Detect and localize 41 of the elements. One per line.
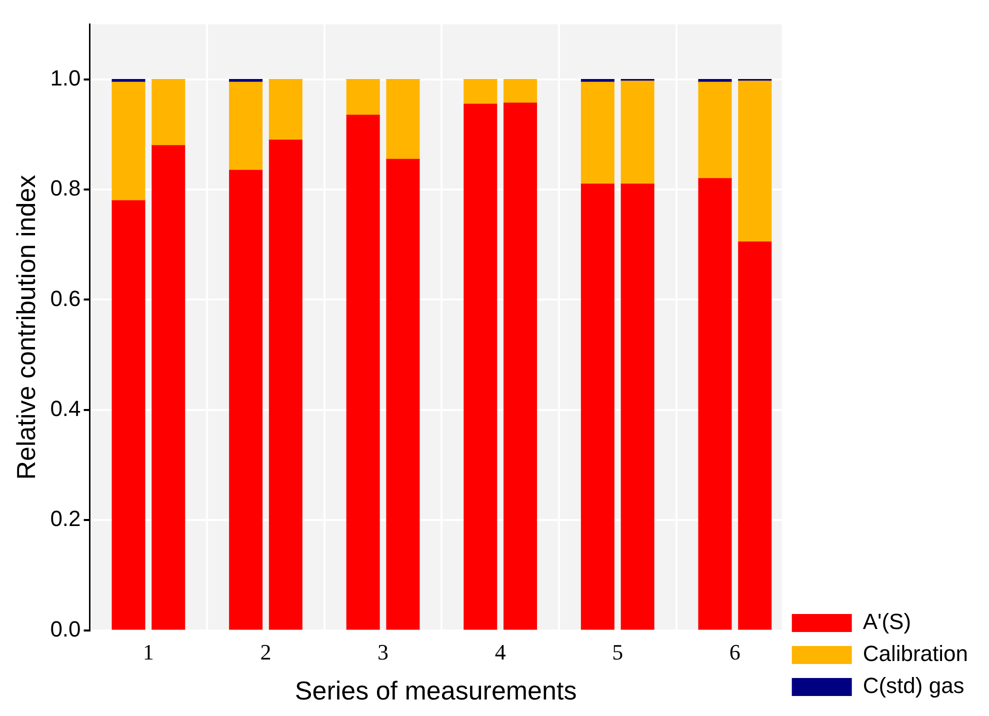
y-axis-title: Relative contribution index [10, 174, 41, 480]
bar [620, 184, 654, 630]
bar [738, 80, 772, 242]
y-tick-label: 0.2 [50, 506, 81, 532]
y-tick-label: 0.8 [50, 176, 81, 201]
bar [268, 78, 302, 140]
bar [346, 78, 380, 116]
x-tick-label: 5 [612, 639, 624, 664]
bar [464, 78, 498, 104]
bar [580, 184, 614, 630]
legend-label: C(std) gas [862, 673, 964, 698]
legend-label: Calibration [862, 641, 968, 666]
bar [504, 102, 538, 630]
bar [698, 82, 732, 179]
x-tick-label: 1 [142, 639, 154, 664]
x-axis-title: Series of measurements [294, 676, 577, 706]
bar [464, 104, 498, 630]
bar [698, 178, 732, 630]
bar [346, 114, 380, 630]
bar [229, 170, 263, 630]
y-tick-label: 1.0 [50, 65, 81, 90]
bar [504, 78, 538, 104]
bar [386, 78, 420, 160]
bar [620, 80, 654, 184]
bar [112, 200, 146, 630]
bar [386, 158, 420, 630]
y-tick-label: 0.4 [50, 396, 81, 422]
bar [580, 82, 614, 184]
bar [152, 78, 186, 146]
y-tick-label: 0.0 [50, 616, 81, 642]
x-tick-label: 2 [260, 639, 272, 664]
bar [268, 140, 302, 630]
bar [738, 242, 772, 630]
y-tick-label: 0.6 [50, 286, 81, 311]
x-tick-label: 3 [378, 639, 389, 664]
bar [152, 145, 186, 630]
x-tick-label: 4 [494, 639, 506, 664]
bar [112, 82, 146, 201]
x-tick-label: 6 [729, 639, 740, 664]
bar [229, 82, 263, 171]
legend-label: A'(S) [862, 609, 912, 634]
